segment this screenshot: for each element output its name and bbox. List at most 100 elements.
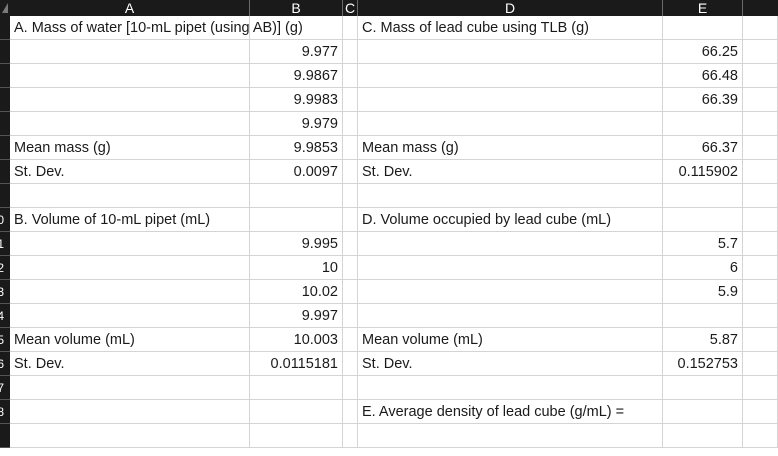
cell-extra[interactable]	[743, 352, 778, 376]
cell-extra[interactable]	[743, 328, 778, 352]
cell-extra[interactable]	[743, 112, 778, 136]
cell-a16[interactable]	[10, 376, 250, 400]
cell-e7[interactable]: 0.115902	[663, 160, 743, 184]
row-header[interactable]: 3	[0, 280, 10, 304]
row-header[interactable]	[0, 16, 10, 40]
cell-e11[interactable]: 6	[663, 256, 743, 280]
cell-c1[interactable]	[343, 16, 358, 40]
cell-a7[interactable]: St. Dev.	[10, 160, 250, 184]
cell-a12[interactable]	[10, 280, 250, 304]
cell-c14[interactable]	[343, 328, 358, 352]
cell-extra[interactable]	[743, 160, 778, 184]
cell-d2[interactable]	[358, 40, 663, 64]
cell-d12[interactable]	[358, 280, 663, 304]
cell-d18[interactable]	[358, 424, 663, 448]
cell-a3[interactable]	[10, 64, 250, 88]
row-header[interactable]	[0, 184, 10, 208]
cell-a9[interactable]: B. Volume of 10-mL pipet (mL)	[10, 208, 250, 232]
column-header-e[interactable]: E	[663, 0, 743, 16]
row-header[interactable]: 7	[0, 376, 10, 400]
cell-extra[interactable]	[743, 88, 778, 112]
cell-d3[interactable]	[358, 64, 663, 88]
cell-b2[interactable]: 9.977	[250, 40, 343, 64]
row-header[interactable]: 4	[0, 304, 10, 328]
cell-extra[interactable]	[743, 400, 778, 424]
cell-extra[interactable]	[743, 208, 778, 232]
cell-extra[interactable]	[743, 376, 778, 400]
cell-c10[interactable]	[343, 232, 358, 256]
column-header-a[interactable]: A	[10, 0, 250, 16]
cell-b16[interactable]	[250, 376, 343, 400]
cell-e12[interactable]: 5.9	[663, 280, 743, 304]
cell-b1[interactable]	[250, 16, 343, 40]
cell-b9[interactable]	[250, 208, 343, 232]
cell-d8[interactable]	[358, 184, 663, 208]
cell-e2[interactable]: 66.25	[663, 40, 743, 64]
cell-e14[interactable]: 5.87	[663, 328, 743, 352]
cell-extra[interactable]	[743, 256, 778, 280]
cell-a5[interactable]	[10, 112, 250, 136]
cell-c12[interactable]	[343, 280, 358, 304]
cell-e5[interactable]	[663, 112, 743, 136]
cell-e13[interactable]	[663, 304, 743, 328]
cell-b17[interactable]	[250, 400, 343, 424]
cell-d17[interactable]: E. Average density of lead cube (g/mL) =	[358, 400, 663, 424]
cell-d6[interactable]: Mean mass (g)	[358, 136, 663, 160]
cell-extra[interactable]	[743, 136, 778, 160]
cell-a14[interactable]: Mean volume (mL)	[10, 328, 250, 352]
cell-a15[interactable]: St. Dev.	[10, 352, 250, 376]
cell-b10[interactable]: 9.995	[250, 232, 343, 256]
cell-c16[interactable]	[343, 376, 358, 400]
row-header[interactable]: 8	[0, 400, 10, 424]
cell-b12[interactable]: 10.02	[250, 280, 343, 304]
row-header[interactable]: 0	[0, 208, 10, 232]
cell-e4[interactable]: 66.39	[663, 88, 743, 112]
cell-a1[interactable]: A. Mass of water [10-mL pipet (using AB)…	[10, 16, 303, 40]
column-header-c[interactable]: C	[343, 0, 358, 16]
cell-a8[interactable]	[10, 184, 250, 208]
cell-extra[interactable]	[743, 64, 778, 88]
row-header[interactable]	[0, 40, 10, 64]
cell-c7[interactable]	[343, 160, 358, 184]
cell-d9[interactable]: D. Volume occupied by lead cube (mL)	[358, 208, 663, 232]
cell-c18[interactable]	[343, 424, 358, 448]
cell-a17[interactable]	[10, 400, 250, 424]
cell-d15[interactable]: St. Dev.	[358, 352, 663, 376]
cell-c9[interactable]	[343, 208, 358, 232]
cell-extra[interactable]	[743, 280, 778, 304]
cell-extra[interactable]	[743, 424, 778, 448]
cell-d4[interactable]	[358, 88, 663, 112]
cell-b3[interactable]: 9.9867	[250, 64, 343, 88]
cell-d14[interactable]: Mean volume (mL)	[358, 328, 663, 352]
cell-a11[interactable]	[10, 256, 250, 280]
cell-d16[interactable]	[358, 376, 663, 400]
cell-d11[interactable]	[358, 256, 663, 280]
cell-e15[interactable]: 0.152753	[663, 352, 743, 376]
cell-c13[interactable]	[343, 304, 358, 328]
cell-b14[interactable]: 10.003	[250, 328, 343, 352]
select-all-corner[interactable]	[0, 0, 10, 16]
cell-c8[interactable]	[343, 184, 358, 208]
cell-b15[interactable]: 0.0115181	[250, 352, 343, 376]
cell-c6[interactable]	[343, 136, 358, 160]
cell-extra[interactable]	[743, 40, 778, 64]
cell-e18[interactable]	[663, 424, 743, 448]
column-header-d[interactable]: D	[358, 0, 663, 16]
row-header[interactable]	[0, 424, 10, 448]
cell-a4[interactable]	[10, 88, 250, 112]
cell-c3[interactable]	[343, 64, 358, 88]
row-header[interactable]	[0, 160, 10, 184]
cell-a13[interactable]	[10, 304, 250, 328]
cell-e10[interactable]: 5.7	[663, 232, 743, 256]
cell-b13[interactable]: 9.997	[250, 304, 343, 328]
cell-c4[interactable]	[343, 88, 358, 112]
row-header[interactable]: 1	[0, 232, 10, 256]
cell-c5[interactable]	[343, 112, 358, 136]
cell-b11[interactable]: 10	[250, 256, 343, 280]
cell-a2[interactable]	[10, 40, 250, 64]
cell-c15[interactable]	[343, 352, 358, 376]
cell-extra[interactable]	[743, 184, 778, 208]
cell-d7[interactable]: St. Dev.	[358, 160, 663, 184]
cell-a6[interactable]: Mean mass (g)	[10, 136, 250, 160]
cell-e8[interactable]	[663, 184, 743, 208]
